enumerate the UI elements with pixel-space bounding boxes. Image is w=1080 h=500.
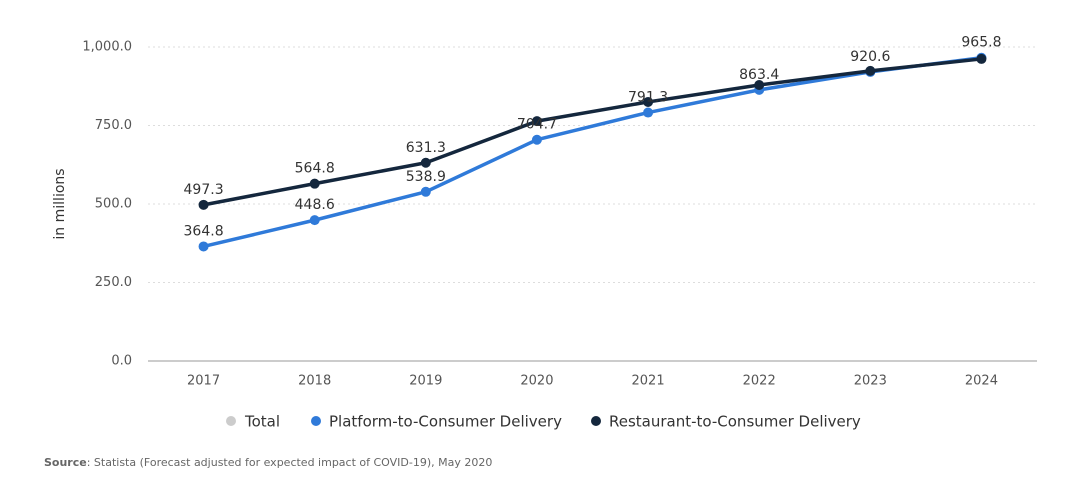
x-tick-label: 2021	[632, 374, 665, 389]
data-point	[420, 157, 431, 168]
data-point	[198, 199, 209, 210]
data-point	[754, 79, 765, 90]
legend-marker	[226, 416, 236, 426]
source-label: Source	[44, 456, 87, 469]
x-tick-label: 2019	[409, 374, 442, 389]
series-line	[203, 57, 982, 207]
data-label: 791.3	[628, 90, 668, 106]
data-point	[643, 107, 654, 118]
data-label: 564.8	[295, 161, 335, 177]
series-line	[203, 56, 982, 249]
y-tick-label: 750.0	[95, 118, 132, 133]
data-label: 497.3	[184, 182, 224, 198]
y-tick-label: 500.0	[95, 197, 132, 212]
data-label: 631.3	[406, 140, 446, 156]
data-point	[198, 241, 209, 252]
data-label: 965.8	[961, 35, 1001, 51]
legend-label: Restaurant-to-Consumer Delivery	[609, 413, 861, 431]
data-point	[309, 215, 320, 226]
legend-label: Platform-to-Consumer Delivery	[329, 413, 562, 431]
y-tick-label: 1,000.0	[82, 40, 132, 55]
data-label: 704.7	[517, 117, 557, 133]
x-tick-label: 2017	[187, 374, 220, 389]
x-tick-label: 2023	[854, 374, 887, 389]
legend-label: Total	[244, 413, 280, 431]
y-axis-label: in millions	[52, 168, 68, 239]
data-label: 364.8	[184, 223, 224, 239]
data-point	[309, 178, 320, 189]
legend-marker	[591, 416, 601, 426]
data-label: 863.4	[739, 67, 779, 83]
source: Source: Statista (Forecast adjusted for …	[44, 456, 492, 469]
legend-marker	[311, 416, 321, 426]
data-point	[420, 186, 431, 197]
data-label: 448.6	[295, 197, 335, 213]
data-point	[976, 53, 987, 64]
x-tick-label: 2020	[520, 374, 553, 389]
y-tick-label: 250.0	[95, 275, 132, 290]
data-point	[643, 96, 654, 107]
x-tick-label: 2024	[965, 374, 998, 389]
source-text: : Statista (Forecast adjusted for expect…	[87, 456, 493, 469]
data-point	[531, 116, 542, 127]
y-tick-label: 0.0	[111, 354, 132, 369]
x-tick-label: 2018	[298, 374, 331, 389]
data-label: 920.6	[850, 49, 890, 65]
data-point	[531, 134, 542, 145]
x-tick-label: 2022	[743, 374, 776, 389]
data-point	[865, 65, 876, 76]
data-label: 538.9	[406, 169, 446, 185]
